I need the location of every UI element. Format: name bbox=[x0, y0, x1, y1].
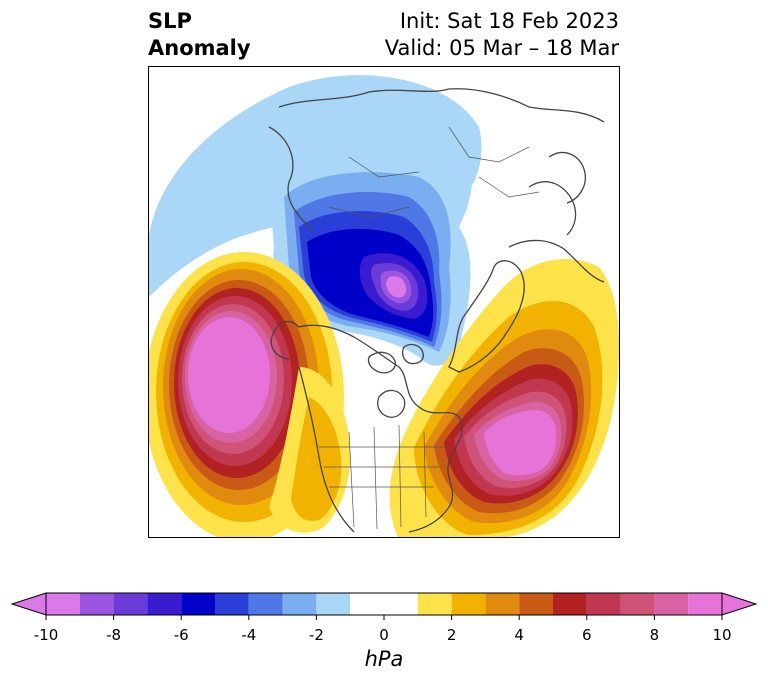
colorbar-segment bbox=[282, 593, 317, 615]
colorbar-segment bbox=[215, 593, 249, 615]
colorbar-segment bbox=[451, 593, 486, 615]
colorbar bbox=[0, 588, 768, 684]
colorbar-segment bbox=[248, 593, 283, 615]
colorbar-tick-label: -6 bbox=[173, 626, 189, 644]
colorbar-segment bbox=[181, 593, 215, 615]
western-us-positive-core bbox=[291, 397, 342, 521]
title-line-2: Anomaly bbox=[148, 36, 251, 60]
colorbar-tick-label: -2 bbox=[308, 626, 324, 644]
atlantic-high bbox=[389, 259, 619, 537]
colorbar-extend-high bbox=[721, 592, 758, 616]
map-canvas bbox=[149, 75, 619, 537]
run-info: Init: Sat 18 Feb 2023 Valid: 05 Mar – 18… bbox=[385, 8, 619, 62]
colorbar-svg bbox=[10, 592, 758, 620]
colorbar-segment bbox=[79, 593, 114, 615]
colorbar-tick-label: 6 bbox=[582, 626, 592, 644]
colorbar-segment bbox=[113, 593, 148, 615]
colorbar-tick-label: -8 bbox=[106, 626, 122, 644]
colorbar-segment bbox=[654, 593, 689, 615]
borders bbox=[319, 126, 540, 530]
slp-anomaly-map bbox=[148, 66, 620, 538]
colorbar-segment bbox=[519, 593, 553, 615]
colorbar-segment bbox=[553, 593, 587, 615]
init-label: Init: Sat 18 Feb 2023 bbox=[399, 9, 619, 33]
colorbar-tick-label: 8 bbox=[649, 626, 660, 644]
colorbar-segment bbox=[147, 593, 182, 615]
chart-title: SLP Anomaly bbox=[148, 8, 251, 62]
colorbar-segment bbox=[46, 593, 80, 615]
colorbar-tick-label: 2 bbox=[446, 626, 457, 644]
coastlines bbox=[268, 88, 605, 533]
colorbar-segment bbox=[620, 593, 655, 615]
neg-anomaly-9 bbox=[386, 276, 407, 298]
colorbar-segment bbox=[688, 593, 722, 615]
colorbar-tick-label: 0 bbox=[379, 626, 389, 644]
colorbar-segment bbox=[316, 593, 351, 615]
colorbar-unit-label: hPa bbox=[364, 647, 404, 671]
colorbar-segment bbox=[417, 593, 452, 615]
valid-label: Valid: 05 Mar – 18 Mar bbox=[384, 36, 619, 60]
colorbar-segment bbox=[586, 593, 621, 615]
colorbar-extend-low bbox=[10, 592, 47, 616]
colorbar-tick-label: 4 bbox=[514, 626, 524, 644]
colorbar-tick-label: -4 bbox=[241, 626, 257, 644]
colorbar-segment bbox=[485, 593, 520, 615]
colorbar-tick-label: 10 bbox=[712, 626, 732, 644]
colorbar-segment bbox=[350, 593, 418, 615]
title-line-1: SLP bbox=[148, 9, 192, 33]
colorbar-tick-label: -10 bbox=[33, 626, 59, 644]
